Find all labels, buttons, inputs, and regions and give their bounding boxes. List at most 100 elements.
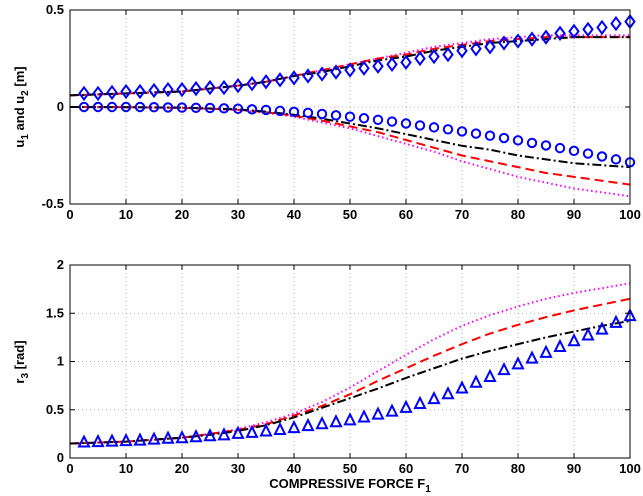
top-data-point xyxy=(400,118,412,129)
top-data-point xyxy=(78,101,90,113)
top-data-point xyxy=(218,103,230,114)
top-x-tick-label: 50 xyxy=(343,207,357,222)
bottom-data-point xyxy=(147,431,161,445)
top-x-tick-label: 40 xyxy=(287,207,301,222)
top-x-tick-label: 10 xyxy=(119,207,133,222)
bottom-chart: 0 10 20 30 40 50 60 70 80 90 100 0 0.5 1 1.5 2 r3 [rad]… xyxy=(12,257,641,495)
top-data-point xyxy=(610,15,622,32)
bottom-data-point xyxy=(399,399,413,413)
top-data-point xyxy=(106,84,118,101)
bottom-ticks: 0 10 20 30 40 50 60 70 80 90 100 0 0.5 1 1.5 2 xyxy=(46,257,641,476)
top-data-point xyxy=(568,145,580,157)
top-data-point xyxy=(386,116,398,127)
top-data-point xyxy=(554,25,566,41)
bottom-data-point xyxy=(511,356,525,370)
top-data-point xyxy=(610,154,622,165)
top-y-tick-label: -0.5 xyxy=(42,196,64,211)
top-x-tick-label: 20 xyxy=(175,207,189,222)
top-series xyxy=(69,13,636,198)
bottom-x-tick-label: 40 xyxy=(287,461,301,476)
bottom-data-point xyxy=(287,419,301,434)
top-x-tick-label: 90 xyxy=(567,207,581,222)
top-data-point xyxy=(148,101,160,113)
bottom-data-point xyxy=(245,424,259,438)
top-x-tick-label: 0 xyxy=(66,207,73,222)
top-data-point xyxy=(176,102,188,113)
top-data-point xyxy=(92,101,104,113)
bottom-data-point xyxy=(413,395,427,409)
top-data-point xyxy=(498,132,510,144)
top-data-point xyxy=(106,101,118,113)
top-data-point xyxy=(134,83,146,100)
top-data-point xyxy=(288,106,300,118)
bottom-data-point xyxy=(119,432,133,447)
bottom-data-point xyxy=(133,432,147,446)
top-data-point xyxy=(372,58,384,74)
top-data-point xyxy=(316,66,328,82)
bottom-data-point xyxy=(357,409,371,423)
top-data-point xyxy=(344,111,356,122)
bottom-data-point xyxy=(609,314,623,328)
top-data-point xyxy=(274,105,286,117)
top-y-axis-label: u1 and u2 [m] xyxy=(12,66,31,147)
bottom-y-tick-label: 0 xyxy=(57,450,64,465)
top-data-point xyxy=(568,23,580,40)
top-chart: 0 10 20 30 40 50 60 70 80 90 100-0.500.5 u1 and u2… xyxy=(12,2,641,222)
top-data-point xyxy=(120,83,132,100)
bottom-data-point xyxy=(595,321,609,335)
bottom-x-tick-label: 0 xyxy=(66,461,73,476)
bottom-x-tick-label: 20 xyxy=(175,461,189,476)
top-data-point xyxy=(484,39,496,55)
bottom-data-point xyxy=(371,406,385,420)
bottom-x-tick-label: 90 xyxy=(567,461,581,476)
bottom-data-point xyxy=(231,425,245,439)
bottom-data-point xyxy=(77,434,91,448)
top-data-point xyxy=(498,35,510,51)
top-data-point xyxy=(526,137,538,149)
top-data-point xyxy=(540,29,552,45)
top-data-point xyxy=(288,70,300,86)
top-data-point xyxy=(120,101,132,113)
top-data-point xyxy=(260,74,272,90)
bottom-data-point xyxy=(525,350,539,364)
bottom-data-point xyxy=(567,332,581,347)
top-data-point xyxy=(428,48,440,65)
top-data-point xyxy=(78,85,90,102)
bottom-data-point xyxy=(91,433,105,448)
top-data-point xyxy=(582,148,594,159)
bottom-data-point xyxy=(315,415,329,430)
top-data-point xyxy=(92,85,104,102)
bottom-data-point xyxy=(497,361,511,376)
bottom-series-triangle-markers xyxy=(77,307,637,448)
top-x-tick-label: 60 xyxy=(399,207,413,222)
bottom-data-point xyxy=(189,429,203,443)
bottom-y-tick-label: 1 xyxy=(57,354,64,369)
top-data-point xyxy=(274,72,286,88)
bottom-x-tick-label: 60 xyxy=(399,461,413,476)
bottom-data-point xyxy=(553,338,567,353)
bottom-x-axis-label: COMPRESSIVE FORCE F1 xyxy=(269,476,431,495)
bottom-y-tick-label: 0.5 xyxy=(46,402,64,417)
top-x-tick-label: 100 xyxy=(619,207,641,222)
top-x-tick-label: 70 xyxy=(455,207,469,222)
top-y-tick-label: 0.5 xyxy=(46,2,64,17)
top-data-point xyxy=(148,82,160,99)
top-x-tick-label: 30 xyxy=(231,207,245,222)
bottom-data-point xyxy=(427,390,441,405)
top-data-point xyxy=(232,77,244,94)
top-data-point xyxy=(456,43,468,59)
top-data-point xyxy=(190,80,202,97)
top-data-point xyxy=(372,114,384,126)
top-data-point xyxy=(134,101,146,113)
bottom-data-point xyxy=(539,344,553,358)
top-data-point xyxy=(512,135,524,146)
bottom-x-tick-label: 10 xyxy=(119,461,133,476)
bottom-data-point xyxy=(581,327,595,341)
top-data-point xyxy=(386,56,398,72)
top-data-point xyxy=(456,126,468,137)
top-data-point xyxy=(246,76,258,92)
top-y-tick-label: 0 xyxy=(57,99,64,114)
top-data-point xyxy=(414,50,426,67)
top-data-point xyxy=(162,81,174,98)
top-data-point xyxy=(176,81,188,98)
